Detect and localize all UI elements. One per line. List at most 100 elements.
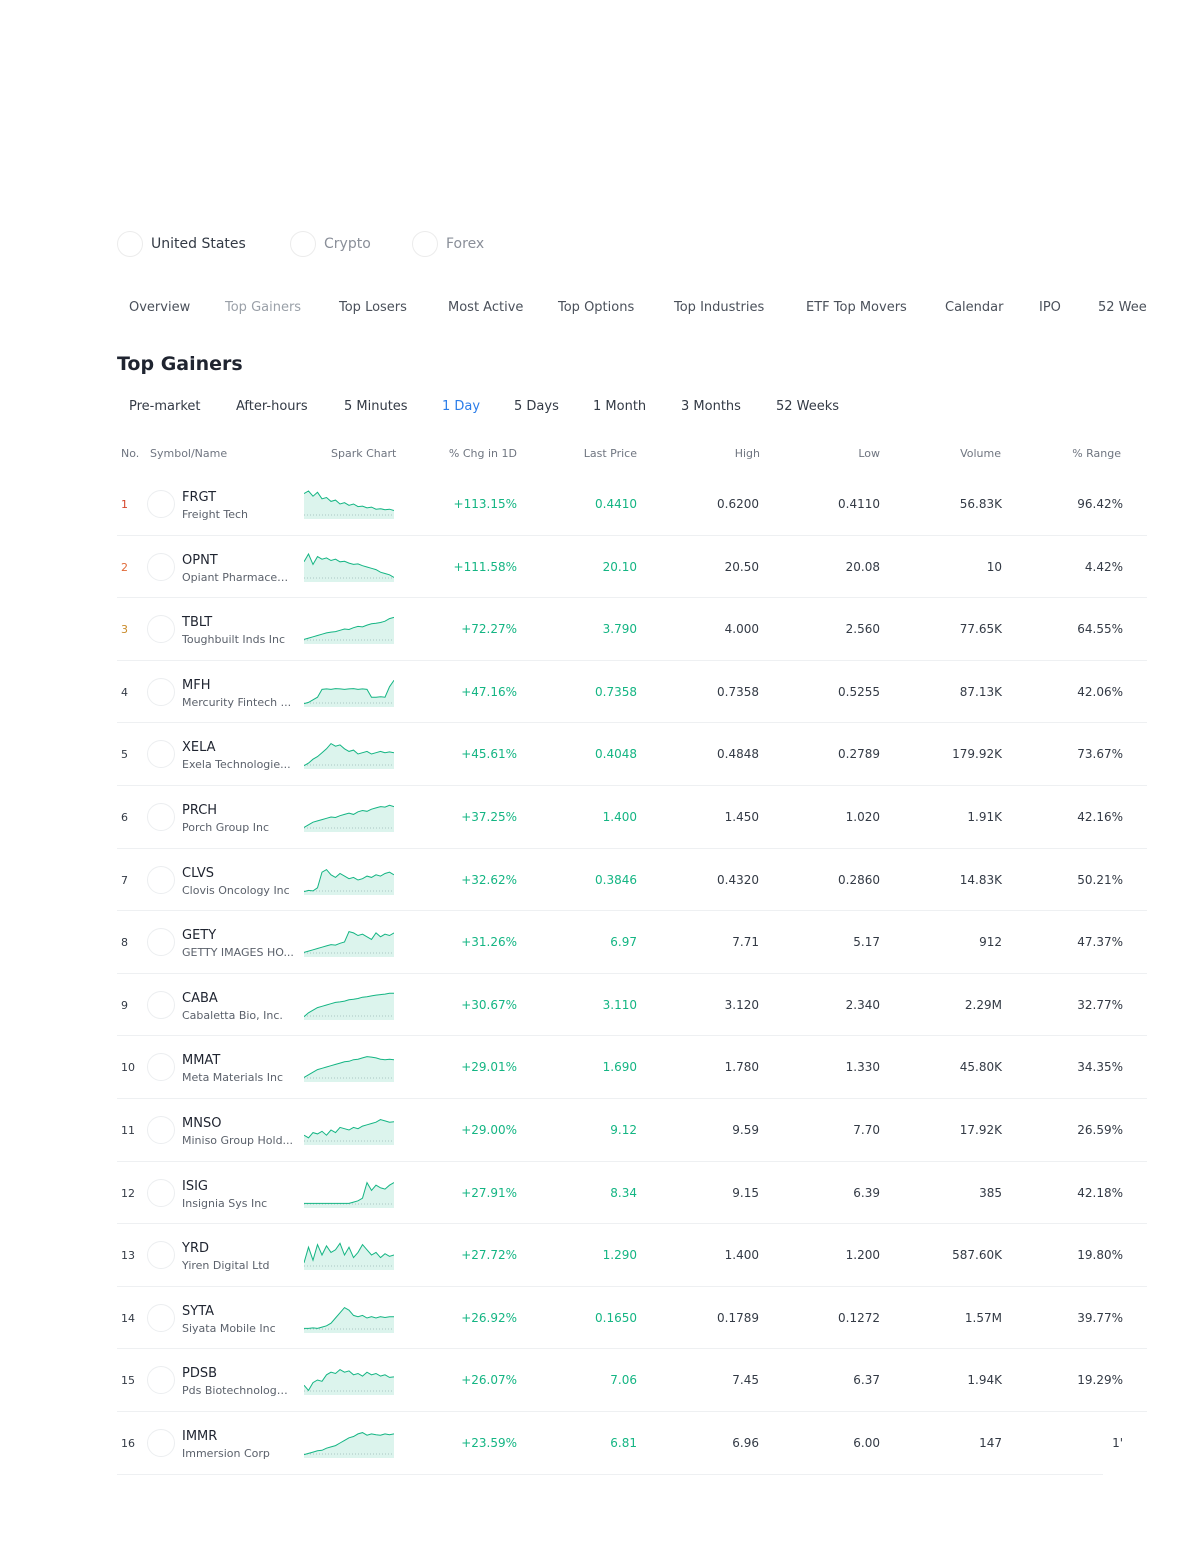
spark-chart: [304, 992, 394, 1020]
period-1-month[interactable]: 1 Month: [593, 399, 647, 414]
stock-symbol[interactable]: GETY: [182, 928, 217, 944]
stock-symbol[interactable]: SYTA: [182, 1303, 215, 1319]
table-row[interactable]: 2 OPNT Opiant Pharmaceu... +111.58% 20.10 20.…: [117, 536, 1147, 599]
table-row[interactable]: 4 MFH Mercurity Fintech ... +47.16% 0.7358 0.…: [117, 661, 1147, 724]
stock-symbol[interactable]: TBLT: [182, 615, 213, 631]
stock-symbol[interactable]: ISIG: [182, 1178, 208, 1194]
spark-line: [304, 1369, 394, 1392]
spark-line: [304, 1118, 394, 1139]
nav-top-losers[interactable]: Top Losers: [339, 300, 407, 315]
stock-symbol[interactable]: MFH: [182, 677, 211, 693]
table-row[interactable]: 12 ISIG Insignia Sys Inc +27.91% 8.34 9.15 6.3…: [117, 1162, 1147, 1225]
period-5-days[interactable]: 5 Days: [514, 399, 559, 414]
spark-area: [304, 1056, 394, 1083]
period-1-day[interactable]: 1 Day: [442, 399, 481, 414]
spark-line: [304, 868, 394, 892]
spark-line: [304, 1180, 394, 1204]
col-chg[interactable]: % Chg in 1D: [448, 447, 517, 460]
last-price: 1.690: [602, 1060, 637, 1075]
table-row[interactable]: 11 MNSO Miniso Group Hold... +29.00% 9.12 9.5…: [117, 1099, 1147, 1162]
table-row[interactable]: 5 XELA Exela Technologie... +45.61% 0.4048 0.…: [117, 723, 1147, 786]
last-price: 1.400: [602, 809, 637, 824]
nav-top-industries[interactable]: Top Industries: [674, 300, 765, 315]
period-pre-market[interactable]: Pre-market: [129, 399, 201, 414]
table-row[interactable]: 1 FRGT Freight Tech +113.15% 0.4410 0.6200 0.4…: [117, 473, 1147, 536]
stock-symbol[interactable]: MMAT: [182, 1053, 221, 1069]
market-option-forex[interactable]: Forex: [412, 229, 484, 259]
table-row[interactable]: 9 CABA Cabaletta Bio, Inc. +30.67% 3.110 3.12…: [117, 974, 1147, 1037]
nav-calendar[interactable]: Calendar: [945, 300, 1004, 315]
stock-symbol[interactable]: CLVS: [182, 865, 215, 881]
market-option-united-states[interactable]: United States: [117, 229, 246, 259]
spark-line: [304, 992, 394, 1017]
stock-name: Insignia Sys Inc: [182, 1196, 268, 1210]
stock-name: Opiant Pharmaceu...: [182, 570, 294, 584]
low-price: 1.020: [845, 809, 880, 824]
volume: 87.13K: [959, 684, 1002, 699]
table-row[interactable]: 8 GETY GETTY IMAGES HO... +31.26% 6.97 7.71 5.…: [117, 911, 1147, 974]
low-price: 20.08: [845, 559, 880, 574]
nav-top-gainers[interactable]: Top Gainers: [225, 300, 302, 315]
stock-symbol[interactable]: PDSB: [182, 1366, 218, 1382]
high-price: 1.450: [724, 809, 759, 824]
stock-symbol[interactable]: IMMR: [182, 1428, 218, 1444]
table-row[interactable]: 6 PRCH Porch Group Inc +37.25% 1.400 1.450 1.0…: [117, 786, 1147, 849]
pct-range: 50.21%: [1077, 872, 1123, 887]
row-rank: 14: [121, 1311, 135, 1325]
table-row[interactable]: 13 YRD Yiren Digital Ltd +27.72% 1.290 1.400 1…: [117, 1224, 1147, 1287]
stock-symbol[interactable]: XELA: [182, 740, 216, 756]
market-option-crypto[interactable]: Crypto: [290, 229, 371, 259]
spark-chart: [304, 804, 394, 832]
nav-ipo[interactable]: IPO: [1039, 300, 1061, 315]
pct-change: +30.67%: [461, 997, 517, 1012]
col-volume[interactable]: Volume: [960, 447, 1001, 460]
stock-name: Immersion Corp: [182, 1446, 270, 1460]
table-row[interactable]: 14 SYTA Siyata Mobile Inc +26.92% 0.1650 0.17…: [117, 1287, 1147, 1350]
pct-range: 64.55%: [1077, 622, 1123, 637]
table-row[interactable]: 7 CLVS Clovis Oncology Inc +32.62% 0.3846 0.4…: [117, 849, 1147, 912]
nav-most-active[interactable]: Most Active: [448, 300, 524, 315]
spark-line: [304, 931, 394, 954]
spark-line: [304, 1306, 394, 1329]
nav-etf-top-movers[interactable]: ETF Top Movers: [806, 300, 907, 315]
table-row[interactable]: 10 MMAT Meta Materials Inc +29.01% 1.690 1.78…: [117, 1036, 1147, 1099]
spark-area: [304, 553, 394, 582]
stock-symbol[interactable]: FRGT: [182, 490, 217, 505]
stock-symbol[interactable]: MNSO: [182, 1115, 222, 1131]
table-row[interactable]: 16 IMMR Immersion Corp +23.59% 6.81 6.96 6.00 1…: [117, 1412, 1147, 1475]
nav-overview[interactable]: Overview: [129, 300, 191, 315]
table-row[interactable]: 15 PDSB Pds Biotechnology ... +26.07% 7.06 7.…: [117, 1349, 1147, 1412]
volume: 147: [979, 1435, 1002, 1450]
stock-symbol[interactable]: CABA: [182, 990, 218, 1006]
market-label: United States: [151, 236, 246, 252]
spark-chart: [304, 868, 394, 895]
stock-name: Siyata Mobile Inc: [182, 1321, 276, 1335]
stock-symbol[interactable]: OPNT: [182, 552, 218, 568]
pct-range: 47.37%: [1077, 935, 1123, 950]
pct-change: +72.27%: [461, 622, 517, 637]
volume: 179.92K: [952, 747, 1002, 762]
pct-change: +26.07%: [461, 1373, 517, 1388]
period-3-months[interactable]: 3 Months: [681, 399, 741, 414]
col-high[interactable]: High: [734, 447, 760, 460]
period-52-weeks[interactable]: 52 Weeks: [776, 399, 840, 414]
spark-chart: [304, 1431, 394, 1458]
period-after-hours[interactable]: After-hours: [236, 399, 308, 414]
stock-symbol[interactable]: PRCH: [182, 802, 218, 818]
col-last[interactable]: Last Price: [583, 447, 637, 460]
stock-name: Miniso Group Hold...: [182, 1133, 294, 1147]
period-5-minutes[interactable]: 5 Minutes: [344, 399, 408, 414]
table-row[interactable]: 3 TBLT Toughbuilt Inds Inc +72.27% 3.790 4.00…: [117, 598, 1147, 661]
spark-area: [304, 1307, 394, 1333]
col-low[interactable]: Low: [858, 447, 880, 460]
stock-name: Yiren Digital Ltd: [182, 1259, 270, 1273]
low-price: 2.340: [845, 997, 880, 1012]
row-rank: 1: [121, 498, 128, 511]
nav-top-options[interactable]: Top Options: [558, 300, 635, 315]
high-price: 3.120: [724, 997, 759, 1012]
stock-symbol[interactable]: YRD: [182, 1241, 209, 1257]
stock-name: Toughbuilt Inds Inc: [182, 633, 286, 647]
nav-52-weeks[interactable]: 52 Wee: [1098, 300, 1147, 315]
stock-name: Meta Materials Inc: [182, 1071, 283, 1085]
col-range[interactable]: % Range: [1072, 447, 1121, 460]
